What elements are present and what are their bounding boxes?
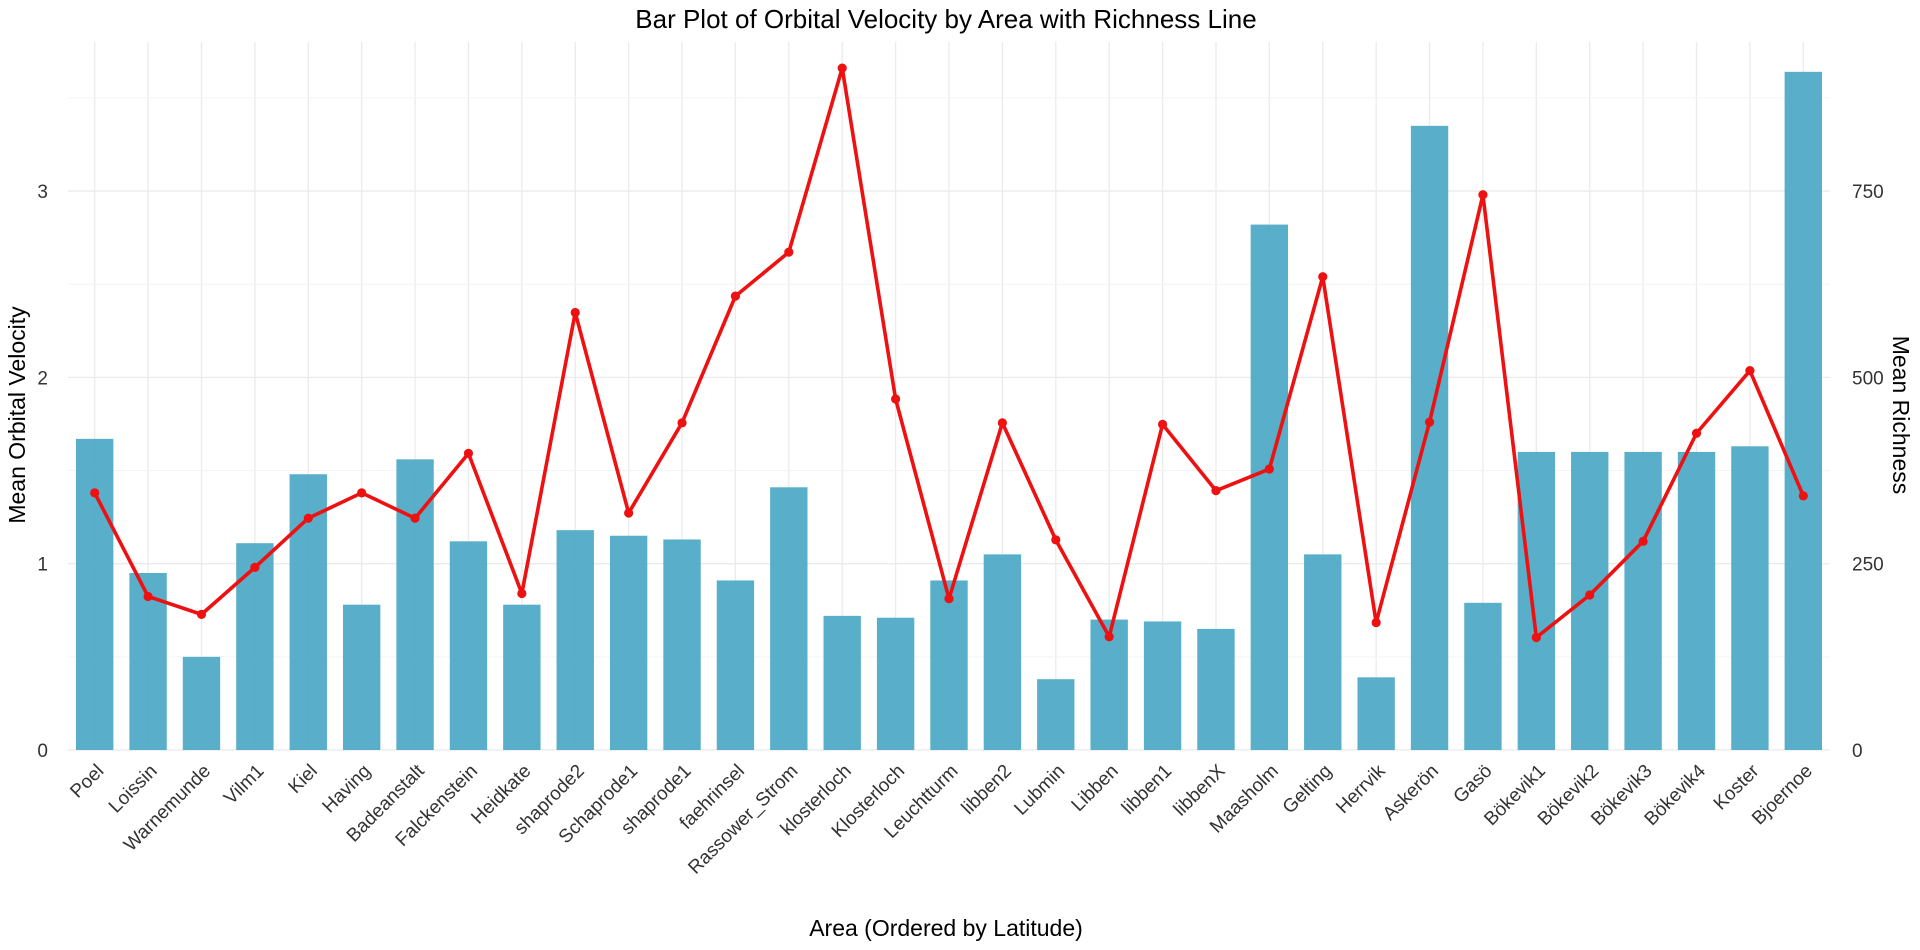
x-tick-label: Poel — [66, 761, 108, 803]
y2-tick-label: 500 — [1852, 368, 1884, 389]
bar-Bökevik4 — [1677, 451, 1716, 750]
bar-Gelting — [1304, 554, 1342, 750]
x-tick-label: Gasö — [1450, 761, 1497, 808]
y-tick-label: 2 — [37, 368, 48, 389]
bar-Lubmin — [1037, 679, 1075, 750]
richness-point-Gelting — [1318, 272, 1328, 282]
bar-Koster — [1731, 446, 1769, 750]
bar-Klosterloch — [876, 617, 915, 750]
bar-Bjoernoe — [1784, 71, 1822, 750]
richness-point-Poel — [90, 488, 100, 498]
richness-point-Schaprode1 — [624, 508, 634, 518]
x-tick-label: libben2 — [958, 761, 1016, 819]
x-tick-label: Vilm1 — [220, 761, 268, 809]
x-tick-label: Libben — [1068, 761, 1123, 816]
bar-libben2 — [983, 554, 1022, 750]
richness-point-Klosterloch — [891, 394, 901, 404]
bar-Gasö — [1464, 602, 1502, 750]
bar-Heidkate — [503, 604, 541, 750]
bar-Maasholm — [1250, 224, 1289, 750]
richness-point-Gasö — [1478, 190, 1488, 200]
richness-point-faehrinsel — [730, 291, 741, 301]
bar-klosterloch — [823, 615, 861, 750]
bars — [76, 71, 1822, 750]
richness-point-shaprode2 — [570, 307, 580, 318]
richness-point-Lubmin — [1051, 535, 1061, 545]
x-tick-label: libben1 — [1118, 761, 1176, 819]
x-tick-label: Kiel — [285, 761, 322, 798]
richness-point-Maasholm — [1264, 464, 1274, 474]
richness-point-Bökevik3 — [1638, 536, 1648, 546]
y-axis-title: Mean Orbital Velocity — [4, 306, 30, 524]
y2-tick-label: 0 — [1852, 741, 1863, 762]
bar-Poel — [76, 438, 114, 750]
bar-Leuchtturm — [930, 580, 968, 750]
richness-point-Bökevik1 — [1531, 632, 1541, 643]
richness-point-Bökevik2 — [1585, 590, 1595, 600]
richness-point-klosterloch — [837, 63, 847, 73]
chart-title: Bar Plot of Orbital Velocity by Area wit… — [635, 4, 1256, 34]
bar-Bökevik3 — [1624, 451, 1662, 750]
richness-point-Libben — [1104, 632, 1114, 642]
richness-point-Vilm1 — [250, 562, 260, 573]
richness-point-Bökevik4 — [1691, 428, 1702, 438]
bar-libben1 — [1143, 621, 1182, 750]
richness-point-Askerön — [1424, 417, 1435, 427]
bar-shaprode2 — [556, 530, 594, 750]
richness-point-Falckenstein — [463, 448, 474, 458]
bar-shaprode1 — [663, 539, 701, 750]
bar-Falckenstein — [449, 541, 488, 750]
right-axis-ticks: 0 250 500 750 — [1852, 182, 1884, 762]
x-tick-label: Lubmin — [1010, 761, 1069, 820]
richness-point-Koster — [1745, 366, 1755, 376]
x-axis-title: Area (Ordered by Latitude) — [809, 915, 1083, 941]
richness-point-shaprode1 — [677, 418, 687, 428]
bar-faehrinsel — [716, 580, 755, 750]
y2-tick-label: 250 — [1852, 555, 1884, 576]
bar-Schaprode1 — [609, 535, 648, 750]
bar-Rassower_Strom — [770, 487, 808, 750]
left-axis-ticks: 0 1 2 3 — [37, 182, 48, 762]
richness-point-libbenX — [1211, 486, 1221, 496]
y2-axis-title: Mean Richness — [1888, 336, 1914, 495]
x-tick-label: Askerön — [1379, 761, 1443, 825]
bar-Bökevik2 — [1571, 451, 1609, 750]
bar-Badeanstalt — [396, 459, 434, 750]
richness-point-Rassower_Strom — [784, 247, 794, 257]
richness-points — [90, 63, 1808, 643]
richness-point-Having — [357, 488, 367, 498]
y2-tick-label: 750 — [1852, 182, 1884, 203]
bar-Bökevik1 — [1517, 451, 1556, 750]
richness-point-Loissin — [143, 591, 153, 602]
bar-Having — [342, 604, 381, 750]
y-tick-label: 1 — [37, 555, 48, 576]
x-tick-label: Gelting — [1279, 761, 1336, 818]
bar-Herrvik — [1357, 677, 1395, 750]
y-tick-label: 0 — [37, 741, 48, 762]
richness-point-Warnemunde — [196, 609, 207, 619]
richness-point-libben1 — [1157, 419, 1168, 429]
richness-point-Bjoernoe — [1798, 491, 1808, 501]
bar-Warnemunde — [182, 656, 221, 750]
richness-point-Leuchtturm — [944, 594, 954, 604]
bar-Askerön — [1410, 125, 1449, 750]
richness-point-libben2 — [997, 418, 1007, 428]
richness-point-Herrvik — [1371, 617, 1381, 628]
richness-point-Heidkate — [517, 588, 527, 599]
bar-libbenX — [1197, 628, 1235, 750]
y-tick-label: 3 — [37, 182, 48, 203]
richness-point-Badeanstalt — [410, 513, 420, 523]
bar-Vilm1 — [236, 543, 274, 750]
richness-point-Kiel — [303, 513, 313, 523]
